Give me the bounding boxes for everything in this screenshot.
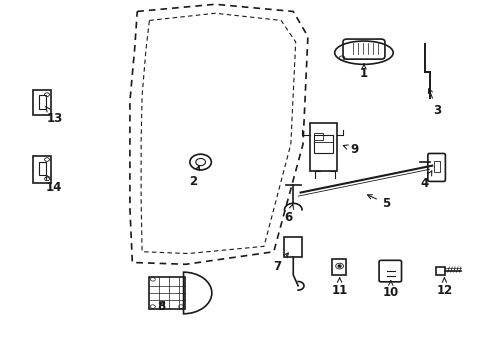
Text: 14: 14 [46,175,62,194]
Text: 8: 8 [157,300,165,313]
Text: 4: 4 [420,171,431,190]
Bar [39,95,46,109]
Bar [149,277,184,309]
Bar [433,161,439,172]
Text: 1: 1 [359,64,367,80]
Circle shape [337,265,340,267]
Text: 12: 12 [435,278,451,297]
Bar [331,259,345,275]
Bar [314,135,332,153]
Text: 5: 5 [367,195,389,210]
Bar [284,237,302,257]
Text: 2: 2 [189,166,200,188]
Bar [39,162,46,175]
Text: 13: 13 [46,107,62,125]
Bar [435,267,444,275]
Bar [33,90,51,115]
Bar [310,123,336,171]
Text: 10: 10 [382,280,398,300]
Text: 11: 11 [331,278,347,297]
Text: 3: 3 [427,89,440,117]
Text: 9: 9 [343,143,358,156]
Bar [314,134,323,140]
Text: 6: 6 [284,204,293,224]
Text: 7: 7 [273,253,288,273]
Bar [33,156,51,183]
